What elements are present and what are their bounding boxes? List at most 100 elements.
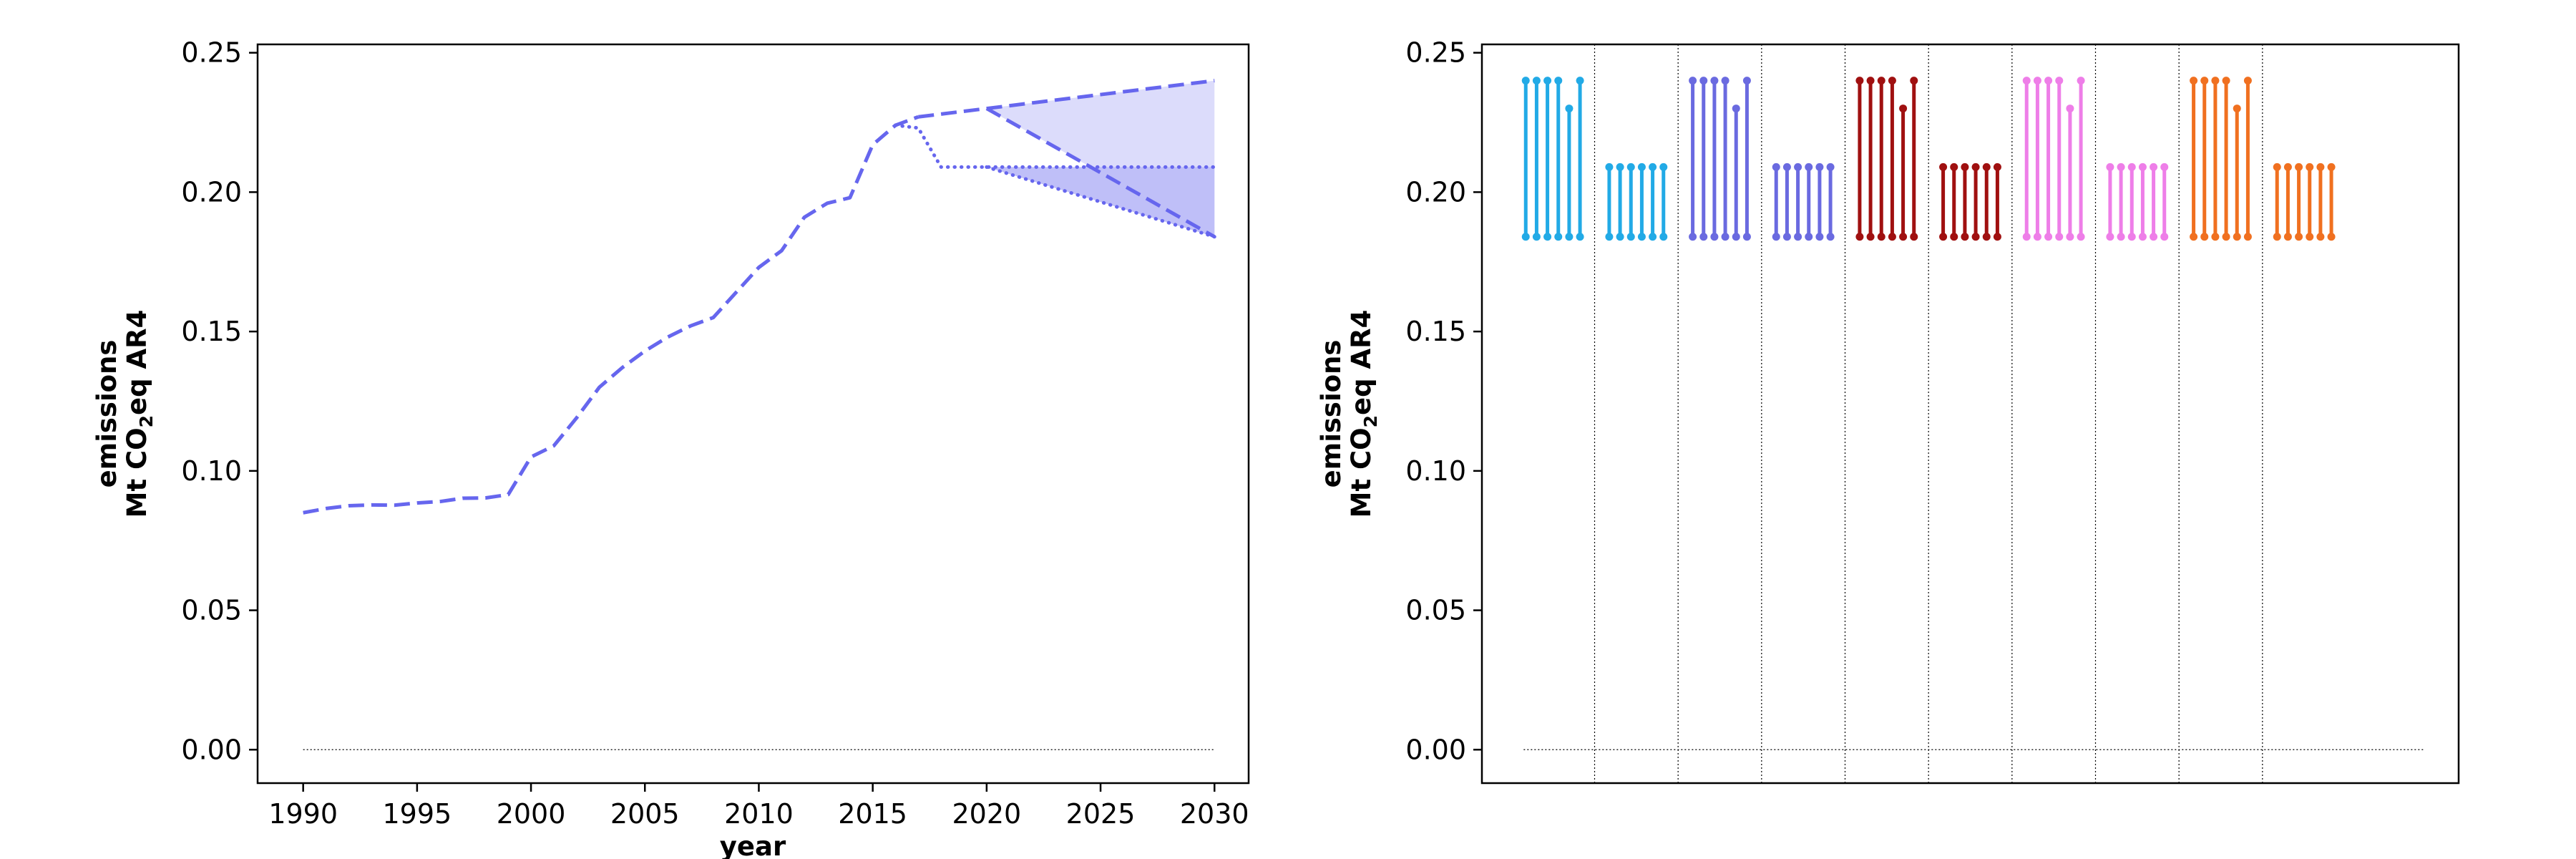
- left-ylabel-suffix: eq AR4: [122, 310, 152, 415]
- range-max-marker: [2273, 162, 2281, 171]
- series-line-2: [985, 107, 1216, 238]
- range-min-marker: [1961, 233, 1969, 241]
- left-plot-frame: [256, 43, 1250, 785]
- range-max-marker: [1565, 105, 1574, 113]
- range-max-marker: [1532, 77, 1541, 85]
- range-min-marker: [2211, 233, 2220, 241]
- range-max-marker: [2138, 162, 2147, 171]
- range-min-marker: [2077, 233, 2085, 241]
- range-min-marker: [1659, 233, 1668, 241]
- range-min-marker: [1637, 233, 1646, 241]
- range-max-marker: [1710, 77, 1719, 85]
- range-min-marker: [2306, 233, 2314, 241]
- right-ylabel-suffix: eq AR4: [1346, 310, 1377, 415]
- right-y-axis-title-line2: Mt CO2eq AR4: [1346, 310, 1381, 518]
- range-min-marker: [1626, 233, 1635, 241]
- range-max-marker: [1543, 77, 1552, 85]
- range-min-marker: [2066, 233, 2074, 241]
- series-line-0: [303, 115, 919, 515]
- range-min-marker: [1910, 233, 1918, 241]
- right-plot-frame: [1480, 43, 2460, 785]
- right-y-axis-title: emissions Mt CO2eq AR4: [1316, 310, 1381, 518]
- left-y-axis-title-line1: emissions: [92, 340, 122, 488]
- range-min-marker: [1554, 233, 1563, 241]
- range-max-marker: [2033, 77, 2041, 85]
- range-min-marker: [2160, 233, 2169, 241]
- range-max-marker: [1950, 162, 1958, 171]
- range-max-marker: [2106, 162, 2114, 171]
- emissions-timeseries-chart: 0.00 0.05 0.10 0.15 0.20 0.25 1990 1995 2000 200…: [92, 37, 1250, 859]
- range-min-marker: [2190, 233, 2198, 241]
- right-ylabel-subscript: 2: [1360, 415, 1381, 427]
- range-min-marker: [2233, 233, 2241, 241]
- range-min-marker: [1950, 233, 1958, 241]
- range-max-marker: [1637, 162, 1646, 171]
- right-group-separators: [1523, 44, 2426, 783]
- range-min-marker: [1742, 233, 1751, 241]
- x-tick-label: 2020: [952, 798, 1021, 830]
- range-min-marker: [2316, 233, 2325, 241]
- range-max-marker: [1826, 162, 1835, 171]
- y-tick-label: 0.10: [1405, 455, 1466, 487]
- x-tick-label: 2010: [724, 798, 794, 830]
- right-range-marks: [1521, 77, 2336, 241]
- range-min-marker: [2044, 233, 2053, 241]
- range-max-marker: [1732, 105, 1740, 113]
- range-min-marker: [1971, 233, 1980, 241]
- y-tick-label: 0.25: [1405, 37, 1466, 69]
- y-tick-label: 0.15: [181, 316, 242, 347]
- right-y-ticks: 0.00 0.05 0.10 0.15 0.20 0.25: [1405, 37, 1482, 765]
- range-min-marker: [2327, 233, 2336, 241]
- range-min-marker: [1782, 233, 1791, 241]
- range-min-marker: [2150, 233, 2158, 241]
- range-max-marker: [1805, 162, 1813, 171]
- x-tick-label: 2030: [1180, 798, 1249, 830]
- range-min-marker: [1689, 233, 1697, 241]
- left-y-ticks: 0.00 0.05 0.10 0.15 0.20 0.25: [181, 37, 258, 765]
- range-min-marker: [1721, 233, 1729, 241]
- range-min-marker: [1521, 233, 1530, 241]
- range-max-marker: [1742, 77, 1751, 85]
- range-min-marker: [1815, 233, 1824, 241]
- range-max-marker: [1910, 77, 1918, 85]
- range-min-marker: [1699, 233, 1708, 241]
- range-max-marker: [1899, 105, 1908, 113]
- range-min-marker: [2127, 233, 2136, 241]
- x-tick-label: 2005: [610, 798, 680, 830]
- range-max-marker: [2055, 77, 2064, 85]
- range-min-marker: [2283, 233, 2292, 241]
- range-max-marker: [2190, 77, 2198, 85]
- range-max-marker: [2127, 162, 2136, 171]
- range-min-marker: [1866, 233, 1875, 241]
- left-x-axis-title: year: [720, 831, 786, 859]
- range-min-marker: [1939, 233, 1948, 241]
- range-max-marker: [2160, 162, 2169, 171]
- range-max-marker: [2295, 162, 2303, 171]
- range-max-marker: [2200, 77, 2209, 85]
- range-max-marker: [2022, 77, 2031, 85]
- series-line-4: [985, 165, 1216, 239]
- range-min-marker: [1576, 233, 1584, 241]
- range-max-marker: [1649, 162, 1657, 171]
- range-min-marker: [2243, 233, 2252, 241]
- range-max-marker: [2233, 105, 2241, 113]
- range-max-marker: [2117, 162, 2125, 171]
- left-y-axis-title: emissions Mt CO2eq AR4: [92, 310, 157, 518]
- range-min-marker: [1826, 233, 1835, 241]
- range-max-marker: [2066, 105, 2074, 113]
- range-min-marker: [2138, 233, 2147, 241]
- x-tick-label: 1995: [383, 798, 452, 830]
- range-min-marker: [1710, 233, 1719, 241]
- left-ylabel-subscript: 2: [136, 415, 157, 427]
- series-line-3: [893, 123, 1216, 169]
- range-min-marker: [2200, 233, 2209, 241]
- range-max-marker: [1699, 77, 1708, 85]
- right-y-axis-title-line1: emissions: [1316, 340, 1347, 488]
- range-max-marker: [1971, 162, 1980, 171]
- y-tick-label: 0.15: [1405, 316, 1466, 347]
- left-y-axis-title-line2: Mt CO2eq AR4: [122, 310, 157, 518]
- range-max-marker: [2044, 77, 2053, 85]
- range-max-marker: [2316, 162, 2325, 171]
- range-max-marker: [2222, 77, 2230, 85]
